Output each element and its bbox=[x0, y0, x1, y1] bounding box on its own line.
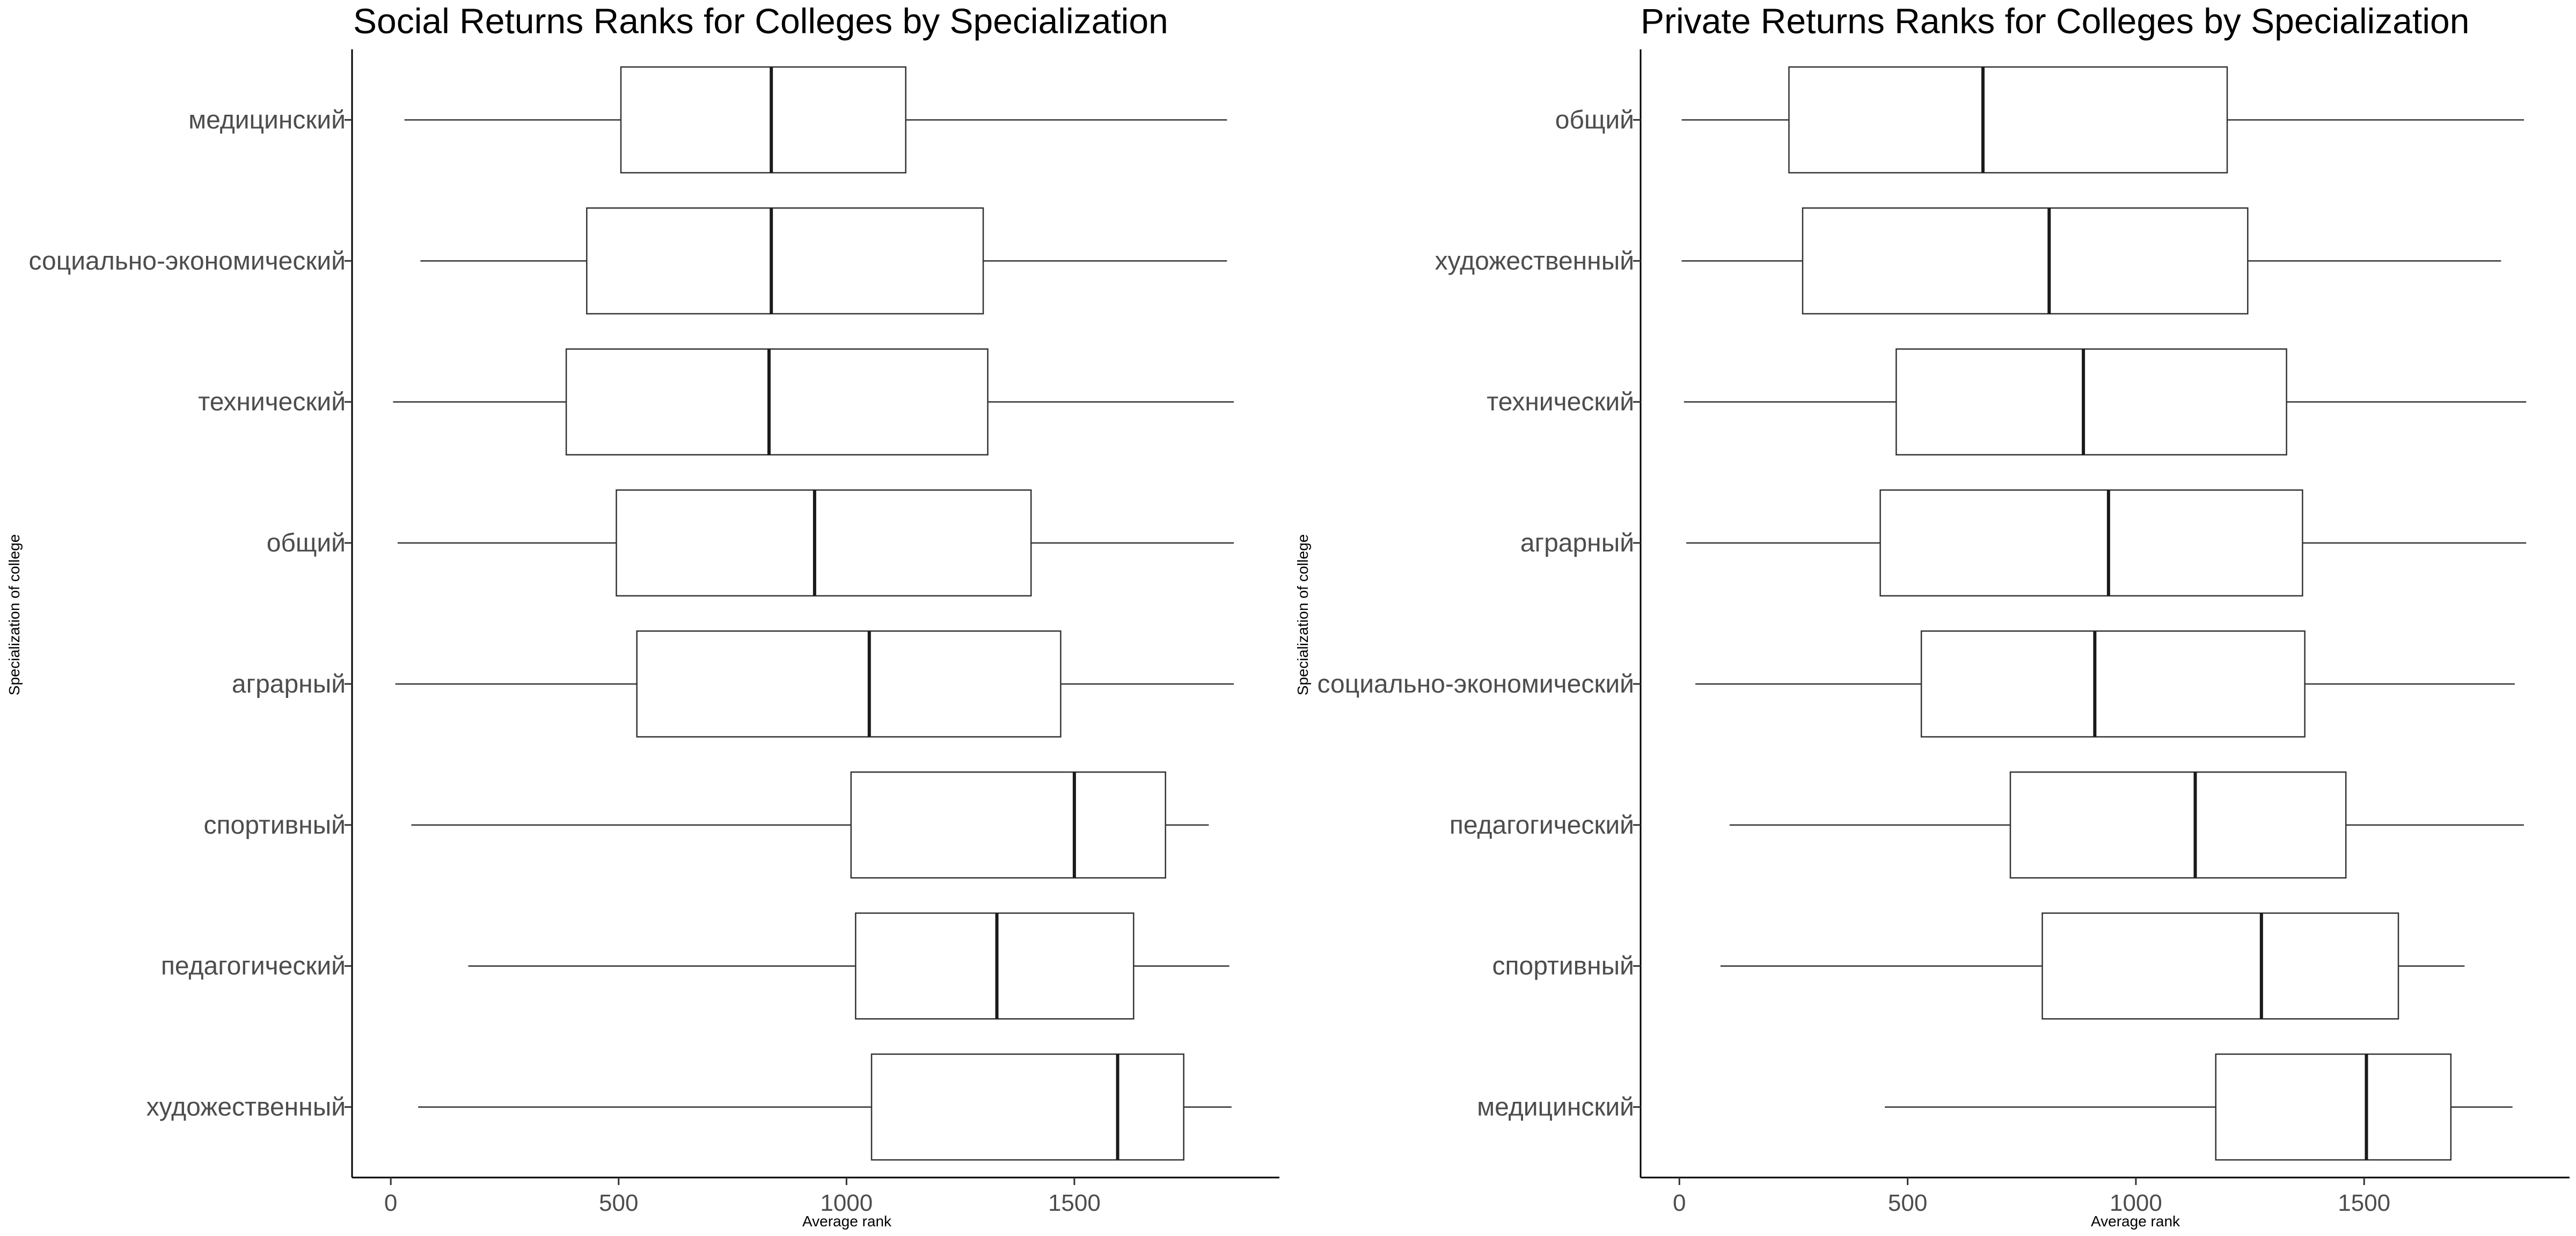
iqr-box bbox=[1802, 207, 2249, 315]
category-label: медицинский bbox=[188, 106, 346, 134]
category-label: социально-экономический bbox=[28, 247, 346, 275]
iqr-box bbox=[565, 348, 989, 456]
x-tick-label: 1500 bbox=[2338, 1190, 2390, 1216]
x-tick-label: 1500 bbox=[1048, 1190, 1101, 1216]
x-tick-label: 500 bbox=[1888, 1190, 1927, 1216]
iqr-box bbox=[620, 66, 906, 174]
iqr-box bbox=[850, 771, 1166, 879]
x-tick-label: 0 bbox=[384, 1190, 397, 1216]
iqr-box bbox=[616, 489, 1032, 597]
category-label: общий bbox=[267, 529, 346, 557]
iqr-box bbox=[586, 207, 984, 315]
category-label: социально-экономический bbox=[1317, 670, 1634, 698]
category-label: аграрный bbox=[1520, 529, 1634, 557]
category-label: общий bbox=[1555, 106, 1634, 134]
category-label: технический bbox=[198, 388, 346, 416]
category-label: художественный bbox=[1435, 247, 1634, 275]
category-label: художественный bbox=[147, 1093, 346, 1122]
x-axis-title: Average rank bbox=[2091, 1213, 2180, 1230]
iqr-box bbox=[2009, 771, 2347, 879]
x-tick-label: 1000 bbox=[820, 1190, 873, 1216]
x-tick-label: 0 bbox=[1673, 1190, 1686, 1216]
category-label: педагогический bbox=[161, 952, 346, 981]
category-label: медицинский bbox=[1477, 1093, 1634, 1122]
iqr-box bbox=[2041, 912, 2399, 1020]
iqr-box bbox=[1879, 489, 2303, 597]
x-tick-label: 1000 bbox=[2110, 1190, 2162, 1216]
x-axis-title: Average rank bbox=[802, 1213, 892, 1230]
y-axis-title: Specialization of college bbox=[1294, 534, 1311, 695]
iqr-box bbox=[1788, 66, 2228, 174]
iqr-box bbox=[1920, 630, 2306, 738]
category-label: спортивный bbox=[1492, 952, 1634, 981]
category-label: аграрный bbox=[232, 670, 346, 698]
category-label: спортивный bbox=[204, 811, 346, 840]
social-returns-panel: Social Returns Ranks for Colleges by Spe… bbox=[6, 1, 1279, 1230]
x-tick-label: 500 bbox=[599, 1190, 638, 1216]
iqr-box bbox=[2215, 1053, 2452, 1161]
chart-title: Private Returns Ranks for Colleges by Sp… bbox=[1641, 1, 2469, 41]
private-returns-panel: Private Returns Ranks for Colleges by Sp… bbox=[1294, 1, 2570, 1230]
iqr-box bbox=[870, 1053, 1184, 1161]
iqr-box bbox=[1896, 348, 2287, 456]
category-label: педагогический bbox=[1450, 811, 1634, 840]
chart-title: Social Returns Ranks for Colleges by Spe… bbox=[353, 1, 1168, 41]
iqr-box bbox=[636, 630, 1062, 738]
y-axis-title: Specialization of college bbox=[6, 534, 23, 695]
iqr-box bbox=[855, 912, 1135, 1020]
category-label: технический bbox=[1487, 388, 1634, 416]
